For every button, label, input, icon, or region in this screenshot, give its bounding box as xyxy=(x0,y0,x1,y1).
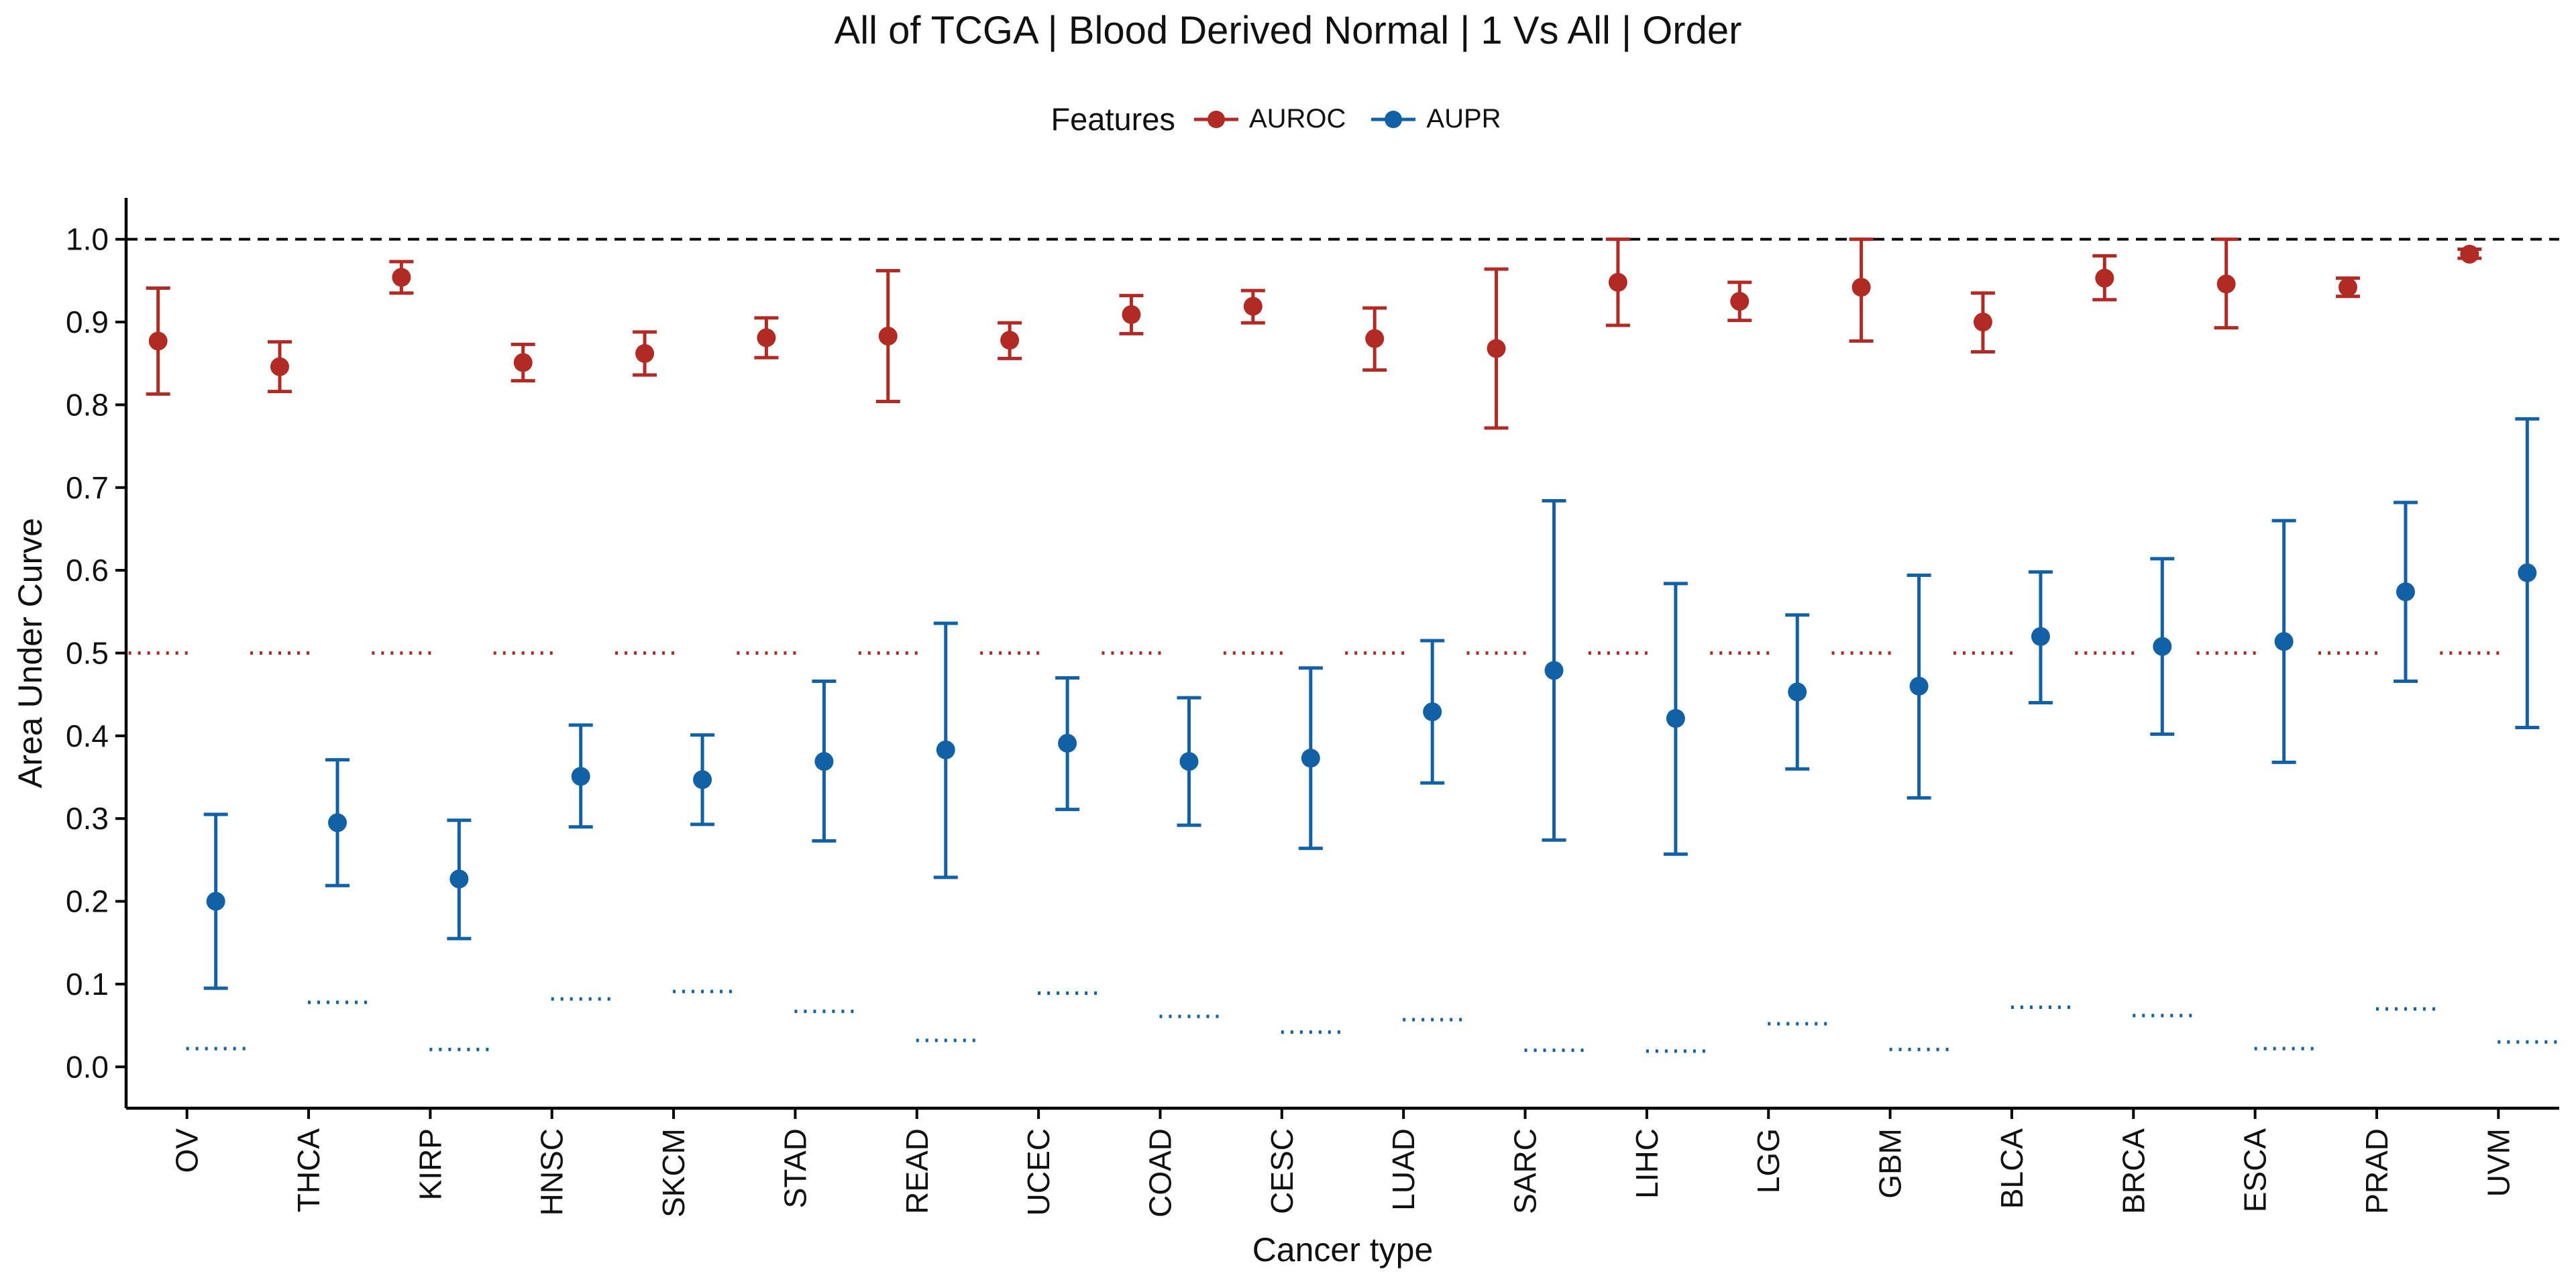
x-tick-label: CESC xyxy=(1265,1128,1299,1214)
x-tick-label: SARC xyxy=(1508,1128,1543,1214)
auroc-point xyxy=(757,328,776,347)
legend-key-aupr xyxy=(1371,110,1416,128)
aupr-point xyxy=(2518,563,2537,582)
auroc-point xyxy=(1122,305,1141,324)
auroc-point xyxy=(1851,278,1871,297)
legend-key-auroc xyxy=(1193,110,1238,128)
y-tick-label: 0.9 xyxy=(66,305,109,339)
aupr-point xyxy=(449,869,469,889)
x-tick-label: LIHC xyxy=(1629,1128,1664,1199)
x-tick-label: ESCA xyxy=(2238,1128,2273,1213)
x-tick-label: STAD xyxy=(777,1128,812,1208)
y-tick-label: 0.5 xyxy=(66,636,109,671)
y-tick-label: 0.1 xyxy=(66,967,109,1002)
aupr-point xyxy=(1301,749,1320,768)
legend-title: Features xyxy=(1051,101,1175,137)
y-tick-label: 1.0 xyxy=(66,222,109,257)
aupr-point xyxy=(571,767,590,786)
x-tick-label: PRAD xyxy=(2359,1128,2394,1214)
legend-label-aupr: AUPR xyxy=(1426,104,1501,133)
legend-label-auroc: AUROC xyxy=(1248,104,1346,133)
auroc-point xyxy=(148,331,168,351)
aupr-point xyxy=(1179,752,1199,771)
auroc-point xyxy=(2095,268,2114,288)
x-tick-label: SKCM xyxy=(656,1128,691,1218)
y-tick-label: 0.3 xyxy=(66,801,109,836)
chart-title: All of TCGA | Blood Derived Normal | 1 V… xyxy=(834,9,1742,52)
auroc-point xyxy=(1365,329,1385,348)
y-axis-title: Area Under Curve xyxy=(11,518,49,788)
x-tick-label: UVM xyxy=(2481,1128,2516,1197)
y-tick-label: 0.0 xyxy=(66,1049,109,1084)
x-axis-title: Cancer type xyxy=(1252,1231,1434,1269)
auroc-point xyxy=(1487,339,1506,358)
auroc-point xyxy=(1243,297,1263,316)
aupr-point xyxy=(693,770,712,790)
x-tick-label: GBM xyxy=(1873,1128,1908,1199)
auroc-point xyxy=(2216,274,2236,294)
auroc-point xyxy=(2460,244,2479,264)
y-tick-label: 0.8 xyxy=(66,387,109,422)
aupr-point xyxy=(936,740,955,759)
aupr-point xyxy=(2031,627,2050,646)
x-tick-label: LGG xyxy=(1751,1128,1786,1193)
aupr-point xyxy=(2396,582,2415,602)
aupr-point xyxy=(2153,637,2172,656)
legend-item-auroc: AUROC xyxy=(1193,104,1346,134)
aupr-point xyxy=(2274,632,2294,651)
y-tick-label: 0.4 xyxy=(66,718,109,753)
auroc-point xyxy=(270,357,290,376)
auroc-point xyxy=(513,353,533,372)
auroc-point xyxy=(878,327,898,346)
aupr-point xyxy=(1544,661,1564,680)
y-tick-label: 0.6 xyxy=(66,553,109,588)
x-tick-label: BRCA xyxy=(2116,1128,2151,1214)
auroc-point xyxy=(635,343,655,363)
x-tick-label: READ xyxy=(900,1128,934,1214)
auroc-point xyxy=(1608,272,1627,292)
aupr-point xyxy=(1909,676,1929,696)
aupr-point xyxy=(206,892,225,911)
aupr-point xyxy=(328,813,347,833)
aupr-point xyxy=(1423,702,1442,722)
x-tick-label: HNSC xyxy=(535,1128,570,1216)
x-tick-label: KIRP xyxy=(413,1128,447,1200)
aupr-point xyxy=(1666,708,1685,728)
x-tick-label: BLCA xyxy=(1994,1128,2029,1209)
x-tick-label: UCEC xyxy=(1021,1128,1056,1216)
x-tick-label: COAD xyxy=(1142,1128,1177,1218)
aupr-point xyxy=(1788,682,1807,702)
x-tick-label: LUAD xyxy=(1386,1128,1421,1211)
x-tick-label: OV xyxy=(170,1128,205,1173)
auroc-point xyxy=(392,268,411,287)
auroc-point xyxy=(1000,331,1020,350)
aupr-point xyxy=(1058,733,1077,753)
auroc-point xyxy=(2338,278,2357,297)
x-tick-label: THCA xyxy=(291,1128,326,1213)
y-tick-label: 0.2 xyxy=(66,884,109,919)
auroc-point xyxy=(1973,313,1992,332)
y-tick-label: 0.7 xyxy=(66,470,109,505)
auroc-point xyxy=(1730,292,1750,311)
legend-item-aupr: AUPR xyxy=(1370,104,1501,134)
legend: Features AUROC AUPR xyxy=(0,101,2576,138)
aupr-point xyxy=(814,752,834,771)
